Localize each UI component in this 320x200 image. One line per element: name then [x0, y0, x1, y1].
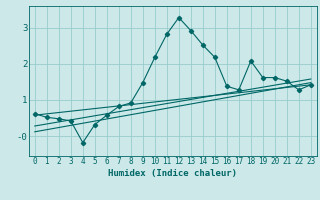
- X-axis label: Humidex (Indice chaleur): Humidex (Indice chaleur): [108, 169, 237, 178]
